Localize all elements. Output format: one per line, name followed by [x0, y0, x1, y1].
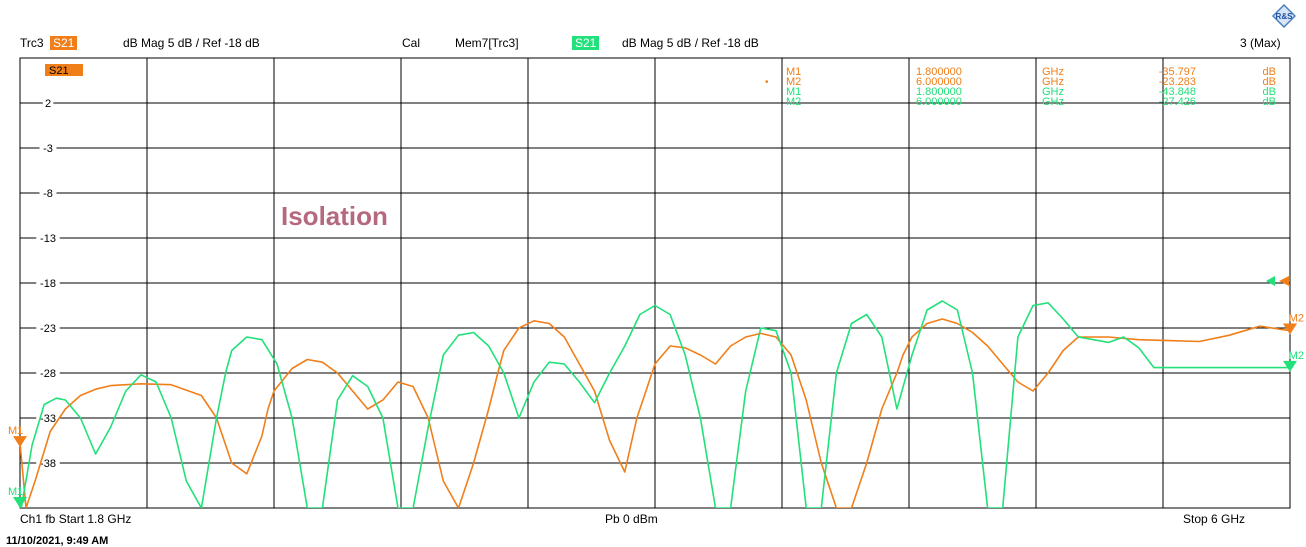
y-tick-label: 2 [45, 98, 51, 110]
marker-table-cell: 6.000000 [916, 76, 962, 88]
rs-logo: R&S [1272, 4, 1296, 28]
marker-m1-mem7[interactable] [13, 497, 27, 508]
marker-label: M2 [1289, 313, 1304, 325]
reference-level-marker [1266, 276, 1289, 286]
power-level[interactable]: Pb 0 dBm [605, 512, 658, 526]
plot-frame [19, 57, 1291, 509]
y-tick-labels: 2 -3 -8 -13 -18 -23 -28 -33 -38 [36, 97, 60, 470]
y-tick-label: -23 [40, 323, 56, 335]
series-line-trc3 [20, 318, 1290, 508]
marker-table-cell: GHz [1042, 96, 1064, 108]
max-indicator: 3 (Max) [1240, 36, 1281, 50]
marker-m2-mem7[interactable] [1283, 360, 1297, 372]
marker-table-cell: dB [1263, 76, 1276, 88]
marker-table: M1 1.800000 GHz -35.797 dB • M2 6.000000 GHz -23.… [765, 66, 1276, 108]
trace-param-badge[interactable]: S21 [50, 36, 78, 50]
y-tick-label: -38 [40, 458, 56, 470]
y-tick-label: -13 [40, 233, 56, 245]
channel-start[interactable]: Ch1 fb Start 1.8 GHz [20, 512, 132, 526]
trace-header: Trc3 S21 dB Mag 5 dB / Ref -18 dB Cal Me… [0, 36, 1306, 52]
y-tick-bg [36, 277, 60, 289]
trace-format[interactable]: dB Mag 5 dB / Ref -18 dB [123, 36, 260, 50]
y-tick-bg [39, 187, 57, 199]
y-tick-bg [39, 142, 57, 154]
active-marker-dot: • [765, 77, 769, 88]
chart-grid [20, 58, 1290, 508]
y-tick-label: -33 [40, 413, 56, 425]
marker-label: M2 [1289, 350, 1304, 362]
marker-table-cell: GHz [1042, 66, 1064, 78]
marker-table-cell: -27.426 [1159, 96, 1196, 108]
series-line-mem7 [20, 300, 1290, 508]
chart-title: Isolation [281, 201, 388, 231]
chart-param-badge: S21 [49, 65, 69, 77]
marker-table-cell: -35.797 [1159, 66, 1196, 78]
marker-table-cell: 6.000000 [916, 96, 962, 108]
memory-trace-name[interactable]: Mem7[Trc3] [455, 36, 519, 50]
memory-format[interactable]: dB Mag 5 dB / Ref -18 dB [622, 36, 759, 50]
marker-table-cell: GHz [1042, 76, 1064, 88]
trace-name[interactable]: Trc3 [20, 36, 44, 50]
marker-table-cell: 1.800000 [916, 86, 962, 98]
series-layer [20, 300, 1290, 508]
y-tick-bg [36, 232, 60, 244]
y-tick-label: -3 [43, 143, 53, 155]
memory-param-badge[interactable]: S21 [572, 36, 600, 50]
y-tick-bg [36, 367, 60, 379]
cal-label: Cal [402, 36, 421, 50]
y-tick-label: -18 [40, 278, 56, 290]
y-tick-label: -8 [43, 188, 53, 200]
marker-table-cell: -43.848 [1159, 86, 1196, 98]
marker-table-cell: dB [1263, 86, 1276, 98]
marker-table-cell: dB [1263, 66, 1276, 78]
y-tick-bg [36, 412, 60, 424]
marker-m1-trc3[interactable] [13, 436, 27, 448]
marker-table-cell: GHz [1042, 86, 1064, 98]
y-tick-label: -28 [40, 368, 56, 380]
stop-frequency[interactable]: Stop 6 GHz [1183, 512, 1246, 526]
y-tick-bg [42, 97, 54, 109]
timestamp: 11/10/2021, 9:49 AM [6, 535, 109, 547]
marker-label: M1 [8, 486, 23, 498]
marker-table-cell: -23.283 [1159, 76, 1196, 88]
marker-table-cell: M1 [786, 66, 801, 78]
marker-table-cell: dB [1263, 96, 1276, 108]
marker-table-cell: M2 [786, 76, 801, 88]
chart-param-badge-bg [45, 64, 83, 76]
marker-table-cell: 1.800000 [916, 66, 962, 78]
y-tick-bg [36, 322, 60, 334]
marker-layer: M1 M2 M1 M2 [8, 313, 1304, 508]
marker-table-cell: M2 [786, 96, 801, 108]
marker-table-cell: M1 [786, 86, 801, 98]
logo-text: R&S [1276, 12, 1294, 21]
marker-label: M1 [8, 425, 23, 437]
marker-m2-trc3[interactable] [1283, 323, 1297, 335]
